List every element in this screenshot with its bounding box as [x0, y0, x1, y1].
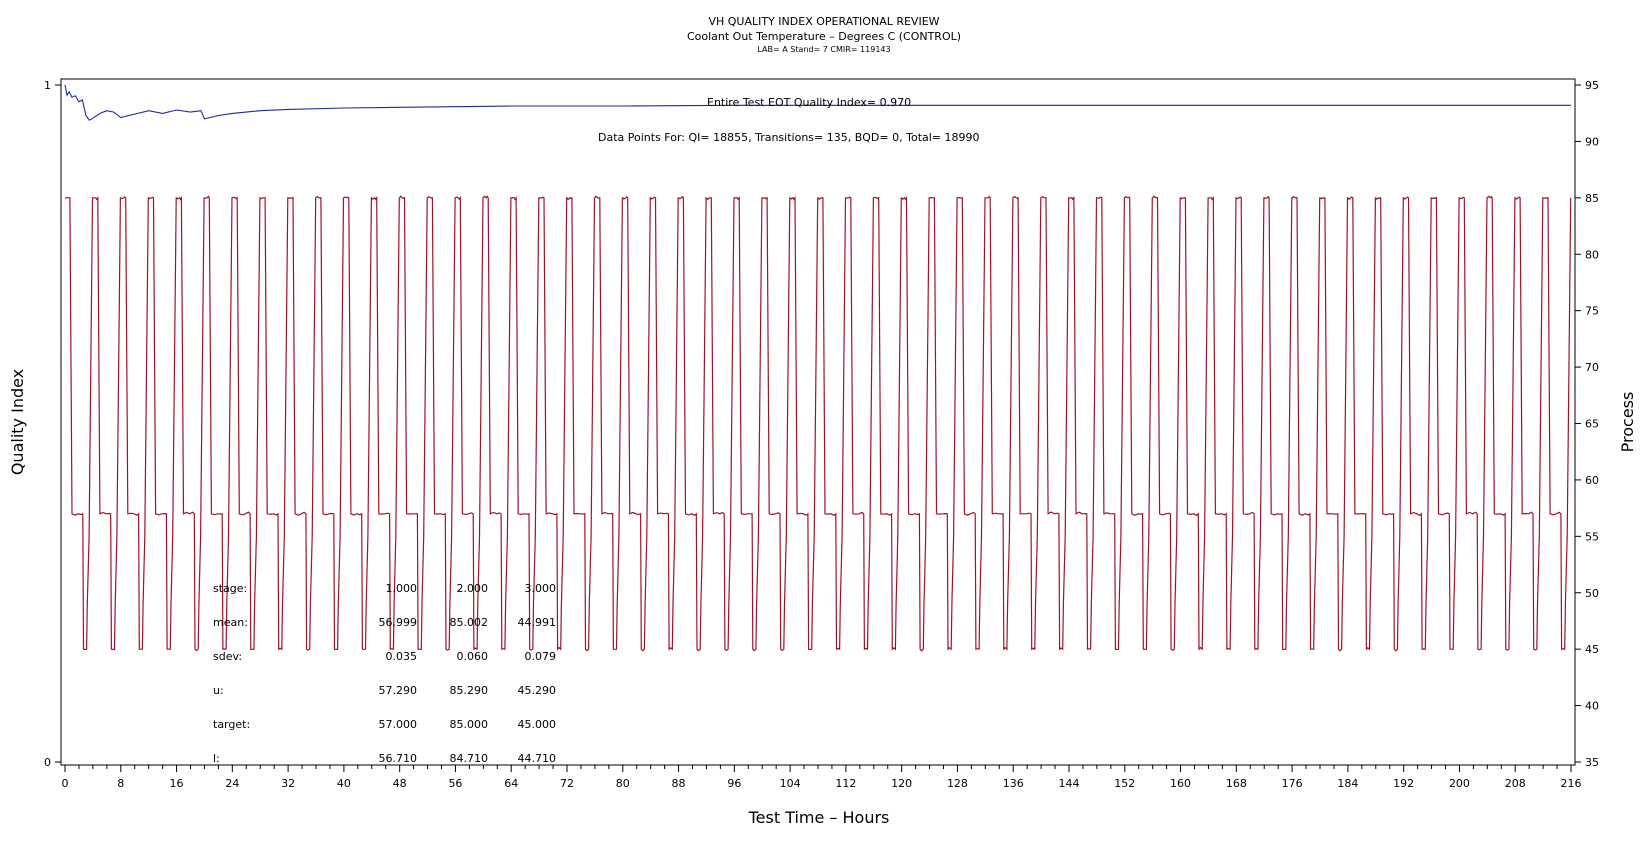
y-axis-right: 35 40 45 50 55 60 65 70 75 80 85 90 95 [1575, 79, 1599, 769]
y-right-tick-label: 40 [1585, 700, 1599, 713]
chart-info: LAB= A Stand= 7 CMIR= 119143 [757, 45, 890, 54]
stats-cell: 56.999 [379, 616, 418, 629]
chart-title: VH QUALITY INDEX OPERATIONAL REVIEW [708, 15, 939, 28]
stats-row-label: u: [213, 684, 224, 697]
x-tick-label: 8 [117, 777, 124, 790]
quality-index-annotation: Entire Test EOT Quality Index= 0.970 [707, 96, 911, 109]
y-right-tick-label: 55 [1585, 530, 1599, 543]
stats-cell: 44.991 [518, 616, 557, 629]
stats-cell: 2.000 [457, 582, 489, 595]
x-tick-label: 208 [1505, 777, 1526, 790]
stats-table: stage: 1.000 2.000 3.000 mean: 56.999 85.002 44… [213, 582, 556, 765]
stats-cell: 0.060 [457, 650, 489, 663]
stats-cell: 85.290 [450, 684, 489, 697]
stats-row-label: stage: [213, 582, 247, 595]
x-tick-label: 56 [448, 777, 462, 790]
x-tick-label: 144 [1059, 777, 1080, 790]
x-tick-label: 120 [891, 777, 912, 790]
y-right-tick-label: 85 [1585, 192, 1599, 205]
y-left-tick-label: 1 [44, 79, 51, 92]
x-tick-label: 136 [1003, 777, 1024, 790]
stats-row-label: mean: [213, 616, 248, 629]
y-right-tick-label: 75 [1585, 305, 1599, 318]
y-right-tick-label: 45 [1585, 643, 1599, 656]
x-tick-label: 96 [727, 777, 741, 790]
x-tick-label: 40 [337, 777, 351, 790]
x-tick-label: 80 [616, 777, 630, 790]
x-tick-label: 176 [1282, 777, 1303, 790]
stats-cell: 85.000 [450, 718, 489, 731]
x-tick-label: 216 [1561, 777, 1582, 790]
x-tick-label: 16 [170, 777, 184, 790]
stats-cell: 45.000 [518, 718, 557, 731]
y-right-tick-label: 70 [1585, 361, 1599, 374]
x-tick-label: 160 [1170, 777, 1191, 790]
y-right-tick-label: 90 [1585, 135, 1599, 148]
x-axis: 0 8 16 24 32 40 48 56 64 72 80 88 96 104 112 120 128 136 1… [61, 764, 1582, 790]
stats-cell: 45.290 [518, 684, 557, 697]
y-left-tick-label: 0 [44, 756, 51, 769]
x-tick-label: 152 [1114, 777, 1135, 790]
stats-cell: 85.002 [450, 616, 489, 629]
x-tick-label: 128 [947, 777, 968, 790]
y-right-tick-label: 80 [1585, 248, 1599, 261]
x-tick-label: 48 [393, 777, 407, 790]
process-series-line [64, 195, 1572, 652]
stats-row-label: sdev: [213, 650, 242, 663]
x-tick-label: 200 [1449, 777, 1470, 790]
stats-cell: 1.000 [386, 582, 418, 595]
plot-frame [60, 78, 1576, 766]
x-tick-label: 168 [1226, 777, 1247, 790]
quality-index-series-line [64, 84, 1571, 121]
stats-row-label: target: [213, 718, 250, 731]
stats-cell: 0.035 [386, 650, 418, 663]
x-tick-label: 112 [835, 777, 856, 790]
y-axis-right-label: Process [1618, 392, 1637, 453]
stats-cell: 57.000 [379, 718, 418, 731]
y-right-tick-label: 95 [1585, 79, 1599, 92]
x-tick-label: 104 [780, 777, 801, 790]
stats-row-label: l: [213, 752, 220, 765]
chart-subtitle: Coolant Out Temperature – Degrees C (CON… [687, 30, 961, 43]
y-axis-left: 01 [44, 79, 61, 769]
y-right-tick-label: 50 [1585, 587, 1599, 600]
x-tick-label: 72 [560, 777, 574, 790]
stats-cell: 44.710 [518, 752, 557, 765]
stats-cell: 0.079 [525, 650, 557, 663]
x-tick-label: 32 [281, 777, 295, 790]
stats-cell: 57.290 [379, 684, 418, 697]
data-points-annotation: Data Points For: QI= 18855, Transitions=… [598, 131, 980, 144]
x-tick-label: 64 [504, 777, 518, 790]
x-tick-label: 24 [225, 777, 239, 790]
x-axis-label: Test Time – Hours [748, 808, 890, 827]
stats-cell: 3.000 [525, 582, 557, 595]
x-tick-label: 192 [1393, 777, 1414, 790]
x-tick-label: 0 [62, 777, 69, 790]
y-right-tick-label: 65 [1585, 418, 1599, 431]
y-right-tick-label: 60 [1585, 474, 1599, 487]
stats-cell: 56.710 [379, 752, 418, 765]
y-right-tick-label: 35 [1585, 756, 1599, 769]
series-layer [64, 84, 1572, 652]
y-axis-left-label: Quality Index [8, 369, 27, 475]
x-tick-label: 184 [1337, 777, 1358, 790]
x-tick-label: 88 [672, 777, 686, 790]
stats-cell: 84.710 [450, 752, 489, 765]
